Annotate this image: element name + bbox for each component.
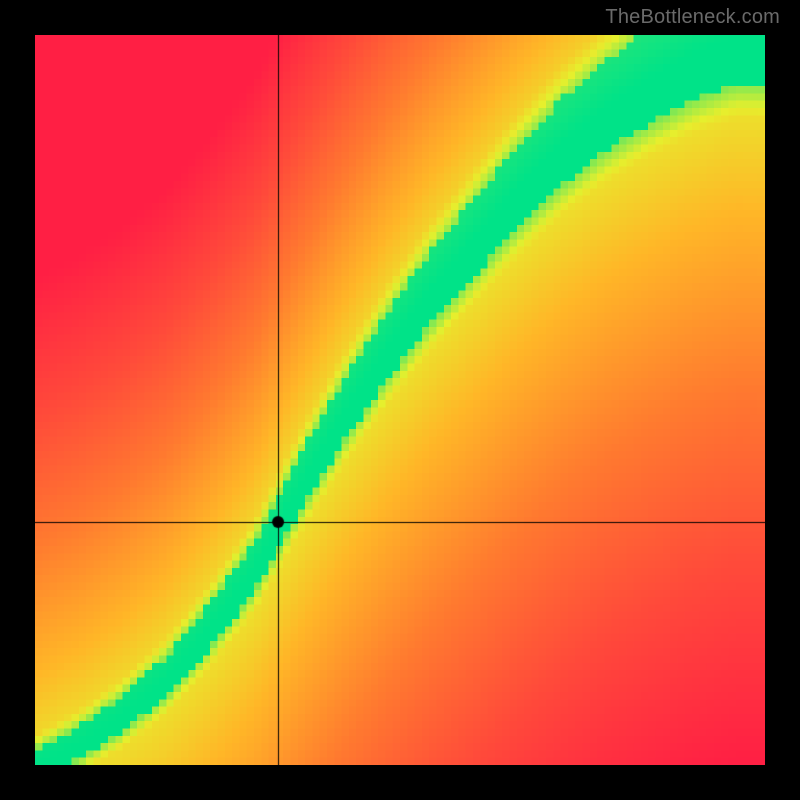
chart-frame: TheBottleneck.com	[0, 0, 800, 800]
watermark-text: TheBottleneck.com	[605, 6, 780, 29]
crosshair-overlay	[35, 35, 765, 765]
